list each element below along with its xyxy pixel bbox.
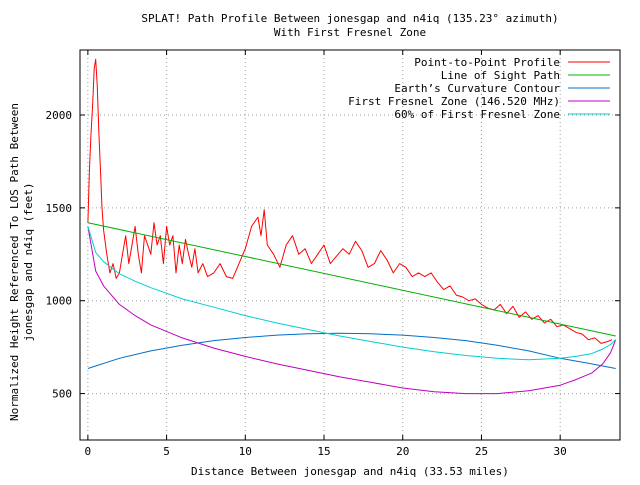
y-tick-label: 1000: [46, 295, 73, 308]
chart-subtitle: With First Fresnel Zone: [274, 26, 426, 39]
x-tick-label: 20: [396, 445, 409, 458]
series-line-5: [87, 226, 617, 361]
legend-label-4: First Fresnel Zone (146.520 MHz): [348, 95, 560, 108]
x-tick-label: 30: [554, 445, 567, 458]
y-tick-label: 1500: [46, 202, 73, 215]
x-axis-label: Distance Between jonesgap and n4iq (33.5…: [191, 465, 509, 478]
grid: [80, 50, 620, 440]
y-axis-label-line-2: jonesgap and n4iq (feet): [22, 183, 35, 342]
plot-frame: [79, 49, 621, 441]
legend-label-3: Earth’s Curvature Contour: [394, 82, 560, 95]
x-tick-label: 25: [475, 445, 488, 458]
x-tick-label: 5: [163, 445, 170, 458]
series-group: [87, 58, 617, 395]
axes: 0 5 10 15 20 25 30 500 1000 1500 2000: [46, 49, 621, 458]
chart-title: SPLAT! Path Profile Between jonesgap and…: [141, 12, 558, 25]
series-line-1: [87, 58, 613, 344]
legend-label-5: 60% of First Fresnel Zone: [394, 108, 560, 121]
series-line-2: [87, 222, 616, 337]
legend-label-1: Point-to-Point Profile: [414, 56, 560, 69]
y-tick-label: 500: [52, 388, 72, 401]
y-tick-label: 2000: [46, 109, 73, 122]
x-tick-label: 10: [239, 445, 252, 458]
series-line-3: [87, 332, 616, 369]
legend-label-2: Line of Sight Path: [441, 69, 560, 82]
y-axis-label-line-1: Normalized Height Referenced To LOS Path…: [8, 103, 21, 421]
series-line-4: [87, 226, 617, 395]
x-tick-label: 15: [317, 445, 330, 458]
y-axis-label: Normalized Height Referenced To LOS Path…: [8, 103, 35, 421]
x-tick-label: 0: [85, 445, 92, 458]
